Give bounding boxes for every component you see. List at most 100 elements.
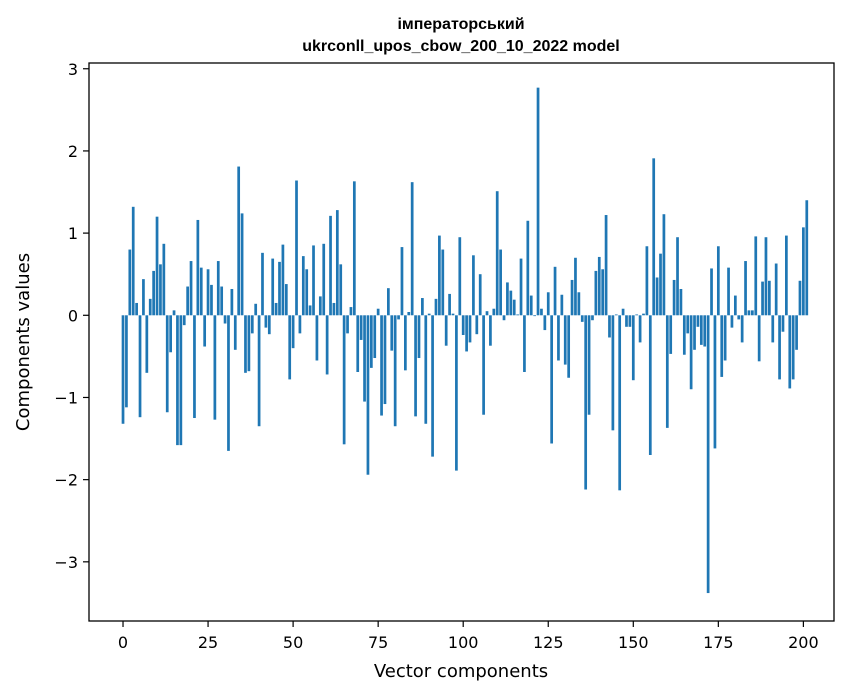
bar-component-92 <box>434 298 438 316</box>
bar-component-55 <box>308 305 312 316</box>
y-axis-ticks: −3 −2 −1 0 1 2 3 <box>54 60 89 572</box>
bar-component-70 <box>359 315 363 340</box>
bars-group <box>121 87 809 594</box>
x-tick-label-50: 50 <box>283 633 303 652</box>
bar-component-39 <box>254 303 258 316</box>
bar-component-106 <box>482 315 485 415</box>
bar-component-91 <box>431 315 434 457</box>
bar-component-102 <box>468 315 472 343</box>
bar-component-21 <box>193 315 196 419</box>
bar-component-146 <box>618 315 622 491</box>
bar-component-9 <box>152 270 155 316</box>
bar-component-0 <box>121 315 125 424</box>
bar-component-30 <box>223 315 227 324</box>
bar-component-142 <box>604 215 608 316</box>
bar-component-174 <box>713 315 717 449</box>
bar-component-31 <box>227 315 230 451</box>
bar-component-193 <box>778 315 781 380</box>
bar-component-71 <box>363 315 366 402</box>
bar-component-147 <box>621 308 625 316</box>
bar-component-13 <box>165 315 169 413</box>
bar-component-19 <box>186 286 190 316</box>
bar-component-169 <box>696 315 700 327</box>
bar-component-171 <box>703 315 707 347</box>
bar-component-53 <box>301 256 305 316</box>
bar-component-49 <box>288 315 292 380</box>
bar-component-186 <box>754 236 758 316</box>
bar-component-112 <box>502 315 506 321</box>
bar-component-110 <box>495 191 499 316</box>
bar-component-98 <box>455 315 458 471</box>
bar-component-34 <box>237 166 241 316</box>
y-tick-label--3: −3 <box>54 553 78 572</box>
bar-component-152 <box>638 315 642 343</box>
bar-component-132 <box>570 279 574 316</box>
y-tick-label-3: 3 <box>68 60 78 79</box>
bar-component-200 <box>802 227 805 316</box>
bar-component-83 <box>404 315 407 371</box>
bar-component-197 <box>791 315 795 380</box>
bar-component-175 <box>716 246 720 316</box>
bar-component-85 <box>410 182 414 316</box>
bar-component-145 <box>614 314 618 316</box>
bar-component-24 <box>203 315 207 347</box>
y-tick-label-1: 1 <box>68 224 78 243</box>
bar-component-184 <box>747 310 751 316</box>
x-tick-label-0: 0 <box>118 633 128 652</box>
bar-component-80 <box>393 315 397 427</box>
bar-component-135 <box>580 315 584 322</box>
bar-component-153 <box>642 313 645 316</box>
bar-component-128 <box>557 315 560 361</box>
bar-component-20 <box>189 261 193 316</box>
bar-component-167 <box>689 315 693 390</box>
bar-component-60 <box>325 315 329 375</box>
bar-component-188 <box>761 281 764 316</box>
bar-component-140 <box>597 256 601 316</box>
bar-component-42 <box>264 315 268 328</box>
bar-component-183 <box>744 261 747 316</box>
bar-component-11 <box>159 264 162 316</box>
bar-component-76 <box>380 315 383 416</box>
bar-component-198 <box>795 315 798 350</box>
bar-component-51 <box>295 180 298 316</box>
bar-component-27 <box>213 315 217 420</box>
x-tick-label-25: 25 <box>198 633 218 652</box>
bar-component-41 <box>261 252 264 316</box>
bar-component-6 <box>142 279 145 316</box>
x-tick-label-175: 175 <box>703 633 734 652</box>
bar-component-54 <box>305 269 309 316</box>
bar-component-187 <box>757 315 761 362</box>
bar-component-23 <box>199 267 203 316</box>
y-tick-label-2: 2 <box>68 142 78 161</box>
bar-component-57 <box>315 315 319 361</box>
bar-component-65 <box>342 315 346 445</box>
bar-component-78 <box>387 288 390 316</box>
bar-component-182 <box>740 315 744 343</box>
bar-component-46 <box>278 261 281 316</box>
bar-component-66 <box>346 315 349 334</box>
bar-component-159 <box>662 214 666 316</box>
bar-component-14 <box>169 315 172 353</box>
bar-component-126 <box>550 315 554 444</box>
bar-component-149 <box>628 315 632 327</box>
bar-component-191 <box>771 315 775 343</box>
bar-component-192 <box>774 263 778 316</box>
bar-component-109 <box>492 308 496 316</box>
bar-component-97 <box>451 313 455 316</box>
bar-component-131 <box>567 315 571 378</box>
bar-component-99 <box>458 237 462 316</box>
chart-title-line2: ukrconll_upos_cbow_200_10_2022 model <box>302 38 619 55</box>
bar-component-199 <box>798 280 802 316</box>
bar-component-127 <box>553 266 557 316</box>
bar-component-68 <box>352 181 356 316</box>
bar-component-81 <box>397 315 400 320</box>
x-tick-label-100: 100 <box>448 633 479 652</box>
bar-component-94 <box>441 249 445 316</box>
bar-component-178 <box>727 267 730 316</box>
bar-component-104 <box>475 315 479 335</box>
bar-component-17 <box>179 315 183 446</box>
bar-component-75 <box>376 308 380 316</box>
bar-component-161 <box>669 315 673 354</box>
bar-component-130 <box>563 315 567 365</box>
bar-component-154 <box>645 246 649 316</box>
